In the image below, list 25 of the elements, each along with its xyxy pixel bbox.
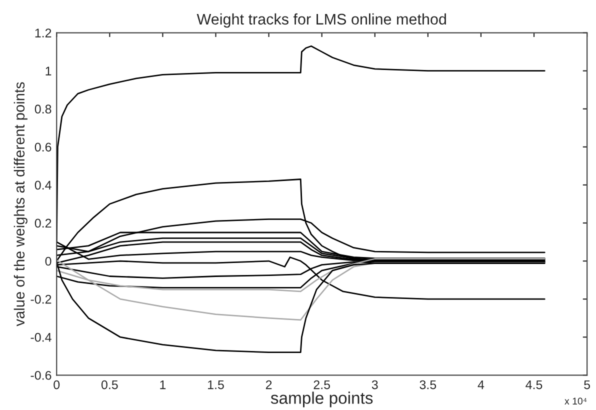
x-tick-label: 1.5: [208, 380, 224, 390]
text: x 10⁴: [564, 398, 587, 405]
x-tick-label: 3.5: [420, 380, 436, 390]
x-tick-label: 0.5: [101, 380, 118, 390]
y-tick-label: 0.8: [34, 104, 52, 114]
x-tick-label: 4.5: [526, 380, 542, 390]
y-tick-label: 1: [46, 66, 52, 76]
x-axis-title: sample points: [270, 392, 373, 408]
x-tick-label: 1: [160, 380, 166, 390]
x-tick-label: 2: [266, 380, 272, 390]
x-tick-label: 5: [584, 380, 590, 390]
y-tick-label: 0.2: [34, 218, 52, 228]
y-tick-label: 0: [45, 256, 52, 266]
chart-title: Weight tracks for LMS online method: [196, 13, 446, 28]
x-tick-label: 2.5: [314, 380, 330, 390]
x-tick-label: 4: [478, 380, 484, 390]
y-axis-title: value of the weights at different points: [14, 82, 28, 326]
y-tick-label: -0.2: [30, 294, 52, 304]
y-tick-label: 0.6: [34, 142, 52, 152]
x-tick-label: 3: [372, 380, 378, 390]
y-tick-label: -0.4: [30, 332, 52, 342]
y-tick-label: 0.4: [34, 180, 52, 190]
x-tick-label: 0: [54, 380, 60, 390]
y-tick-label: 1.2: [35, 28, 52, 38]
y-tick-label: -0.6: [30, 370, 52, 380]
